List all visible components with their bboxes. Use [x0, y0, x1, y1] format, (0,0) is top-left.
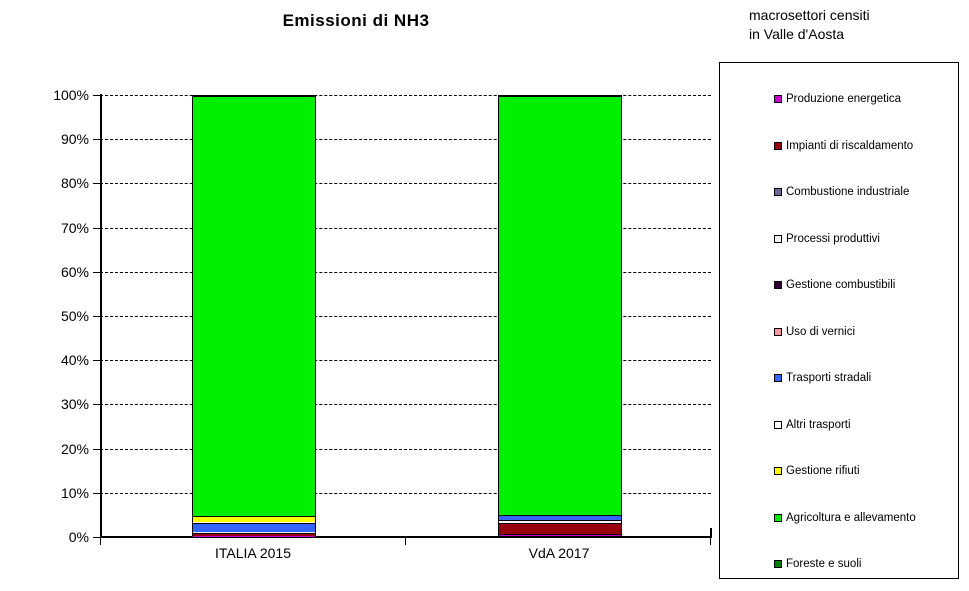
legend-swatch-icon [774, 95, 782, 104]
legend-swatch-icon [774, 281, 782, 290]
bar-segment[interactable] [499, 523, 621, 535]
legend-item-label: Foreste e suoli [786, 558, 862, 571]
x-axis-tick [405, 537, 406, 545]
legend-item-label: Combustione industriale [786, 186, 910, 199]
y-axis-tick [93, 360, 100, 362]
x-axis-label: ITALIA 2015 [214, 545, 291, 561]
plot-right-border [710, 528, 712, 538]
stacked-bar[interactable] [192, 95, 316, 537]
legend-item-label: Uso di vernici [786, 325, 856, 338]
gridline [100, 227, 711, 229]
y-axis-label: 50% [60, 308, 89, 324]
bar-segment[interactable] [499, 534, 621, 536]
legend-item-label: Agricoltura e allevamento [786, 511, 916, 524]
bar-segment[interactable] [193, 533, 315, 536]
bar-group[interactable] [498, 95, 622, 537]
legend-swatch-icon [774, 327, 782, 336]
bar-segment[interactable] [499, 514, 621, 521]
gridline [100, 316, 711, 317]
bar-segment[interactable] [193, 522, 315, 532]
y-axis-label: 10% [60, 484, 89, 501]
y-axis-tick [93, 139, 100, 141]
legend-item-label: Gestione rifiuti [786, 465, 860, 478]
legend-item[interactable]: Agricoltura e allevamento [720, 495, 958, 542]
legend-item[interactable]: Gestione combustibili [720, 262, 958, 309]
legend-item[interactable]: Uso di vernici [720, 309, 958, 356]
bar-segment[interactable] [499, 520, 621, 523]
legend-swatch-icon [774, 374, 782, 383]
legend-box: Produzione energetica Impianti di riscald… [719, 62, 959, 579]
y-axis-label: 80% [60, 175, 89, 192]
legend-item-label: Produzione energetica [786, 93, 902, 106]
y-axis-label: 20% [60, 440, 89, 457]
gridline [100, 360, 711, 362]
y-axis-tick [93, 448, 100, 450]
legend-item[interactable]: Processi produttivi [720, 216, 958, 263]
legend-item[interactable]: Combustione industriale [720, 169, 958, 216]
plot-area: 0% 10% 20% 30% 40% 50% 60% 70% 80% 90% 100% [53, 87, 711, 545]
legend-item[interactable]: Impianti di riscaldamento [720, 123, 958, 170]
legend-item[interactable]: Trasporti stradali [720, 355, 958, 402]
y-axis-label: 70% [60, 219, 89, 236]
stacked-bar[interactable] [498, 95, 622, 537]
x-axis-tick [710, 537, 711, 545]
y-axis-tick [93, 95, 100, 96]
legend-swatch-icon [774, 420, 782, 429]
bar-segment[interactable] [193, 516, 315, 523]
x-axis-label: VdA 2017 [528, 545, 590, 561]
gridline [100, 492, 711, 494]
legend-item[interactable]: Altri trasporti [720, 402, 958, 449]
legend-swatch-icon [774, 560, 782, 569]
bar-segment[interactable] [193, 532, 315, 533]
gridline [100, 139, 711, 141]
y-axis-label: 90% [60, 131, 89, 148]
legend-item-label: Gestione combustibili [786, 279, 896, 292]
legend-swatch-icon [774, 188, 782, 197]
gridline [100, 448, 711, 450]
legend-item[interactable]: Foreste e suoli [720, 541, 958, 588]
legend-item-label: Processi produttivi [786, 232, 880, 245]
legend-swatch-icon [774, 513, 782, 522]
legend-item-label: Altri trasporti [786, 418, 851, 431]
y-axis-label: 60% [60, 263, 89, 280]
gridline [100, 95, 711, 96]
legend-item-label: Impianti di riscaldamento [786, 139, 914, 152]
gridline [100, 183, 711, 185]
y-axis-tick [93, 183, 100, 185]
legend-item-label: Trasporti stradali [786, 372, 872, 385]
legend-swatch-icon [774, 141, 782, 150]
y-axis-tick [93, 271, 100, 273]
legend-swatch-icon [774, 234, 782, 243]
y-axis-tick [93, 227, 100, 229]
bar-group[interactable] [192, 95, 316, 537]
legend-swatch-icon [774, 467, 782, 476]
y-axis-label: 40% [60, 352, 89, 369]
y-axis-label: 0% [68, 529, 89, 545]
legend-item[interactable]: Gestione rifiuti [720, 448, 958, 495]
legend-title: macrosettori censiti in Valle d'Aosta [749, 7, 870, 42]
bar-segment[interactable] [499, 96, 621, 515]
x-axis-tick [100, 537, 101, 545]
legend-item[interactable]: Produzione energetica [720, 76, 958, 123]
y-axis-label: 100% [53, 87, 89, 103]
y-axis-label: 30% [60, 396, 89, 413]
gridline [100, 271, 711, 273]
y-axis-tick [93, 537, 100, 538]
y-axis-tick [93, 492, 100, 494]
chart-title: Emissioni di NH3 [282, 11, 430, 30]
gridline [100, 404, 711, 406]
y-axis-tick [93, 404, 100, 406]
bar-segment[interactable] [193, 96, 315, 517]
y-axis-tick [93, 316, 100, 317]
